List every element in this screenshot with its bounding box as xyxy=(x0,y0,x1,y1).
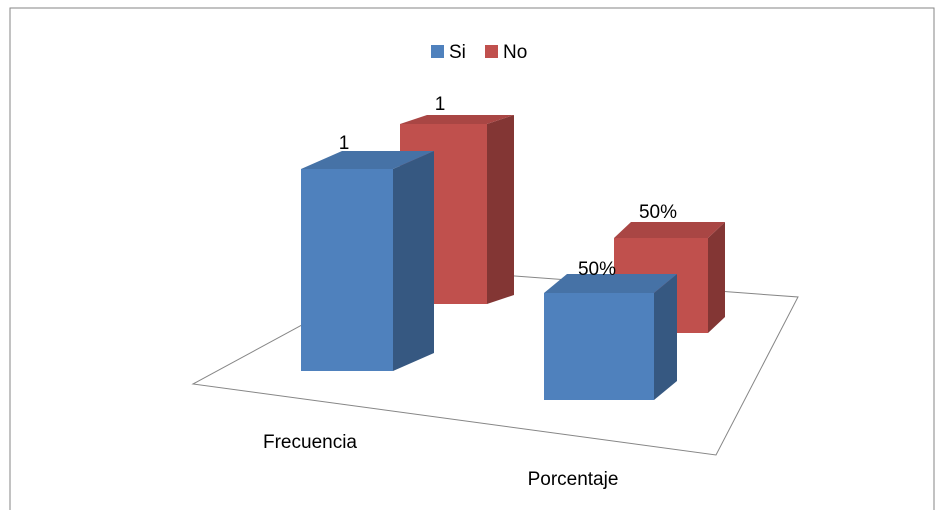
bar-front-porcentaje-si xyxy=(544,293,654,400)
data-label-porcentaje-si: 50% xyxy=(578,259,616,280)
legend-label-si: Si xyxy=(449,42,466,63)
bar-top-porcentaje-no xyxy=(614,222,725,238)
bar-front-frecuencia-si xyxy=(301,169,393,371)
data-labels: 1 1 50% 50% xyxy=(339,94,677,280)
bar-porcentaje-si xyxy=(544,274,677,400)
bar-side-porcentaje-no xyxy=(708,222,725,333)
legend-label-no: No xyxy=(503,42,527,63)
data-label-frecuencia-no: 1 xyxy=(435,94,446,115)
category-label-frecuencia: Frecuencia xyxy=(263,432,357,453)
legend-swatch-no xyxy=(485,45,498,58)
bar-frecuencia-si xyxy=(301,151,434,371)
category-label-porcentaje: Porcentaje xyxy=(528,469,619,490)
bar-top-porcentaje-si xyxy=(544,274,677,293)
data-label-porcentaje-no: 50% xyxy=(639,202,677,223)
chart-border xyxy=(9,7,935,510)
bar-side-frecuencia-si xyxy=(393,151,434,371)
bar-top-frecuencia-si xyxy=(301,151,434,169)
bar-side-porcentaje-si xyxy=(654,274,677,400)
bar-top-frecuencia-no xyxy=(400,115,514,124)
legend-swatch-si xyxy=(431,45,444,58)
data-label-frecuencia-si: 1 xyxy=(339,133,350,154)
bar-side-frecuencia-no xyxy=(487,115,514,304)
bars xyxy=(301,115,725,400)
legend: Si No xyxy=(431,42,527,63)
